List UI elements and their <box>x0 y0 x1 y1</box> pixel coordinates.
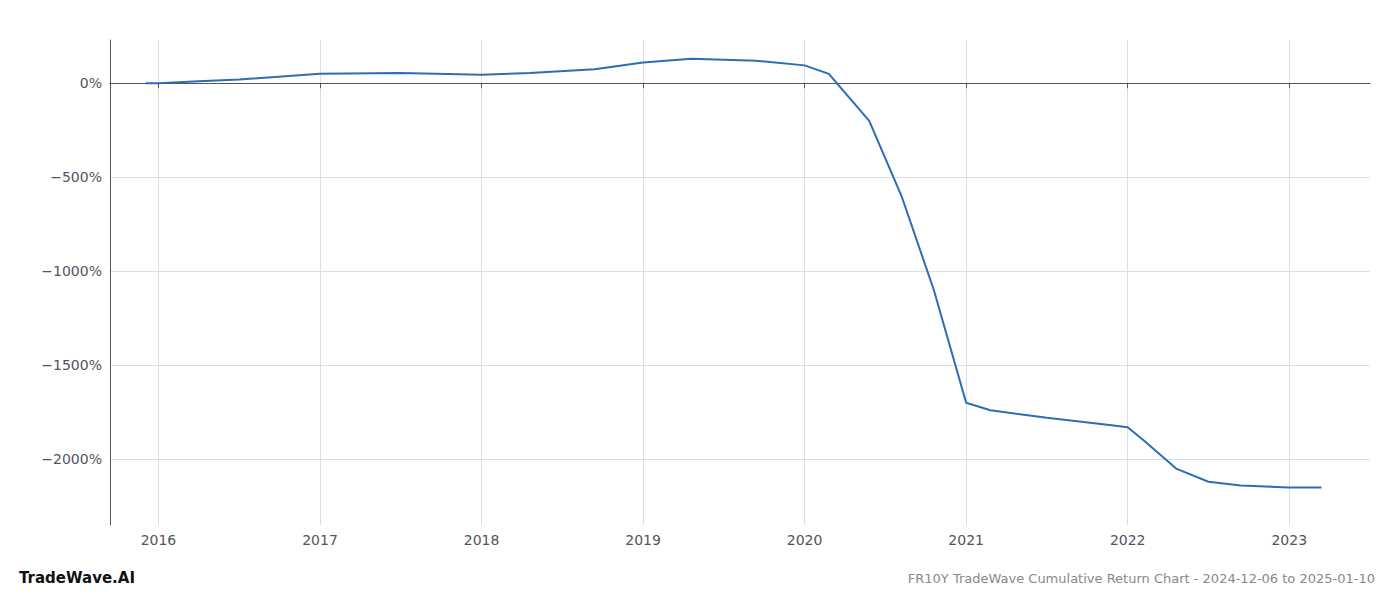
svg-text:2021: 2021 <box>948 532 984 548</box>
svg-text:2017: 2017 <box>302 532 338 548</box>
svg-text:2022: 2022 <box>1110 532 1146 548</box>
svg-text:0%: 0% <box>80 75 102 91</box>
svg-text:−500%: −500% <box>50 169 102 185</box>
svg-text:2023: 2023 <box>1271 532 1307 548</box>
svg-text:−1000%: −1000% <box>41 263 102 279</box>
svg-text:FR10Y TradeWave Cumulative Ret: FR10Y TradeWave Cumulative Return Chart … <box>908 571 1375 586</box>
svg-text:2019: 2019 <box>625 532 661 548</box>
svg-text:−2000%: −2000% <box>41 451 102 467</box>
svg-text:2018: 2018 <box>464 532 500 548</box>
svg-text:2020: 2020 <box>787 532 823 548</box>
svg-text:2016: 2016 <box>141 532 177 548</box>
svg-text:−1500%: −1500% <box>41 357 102 373</box>
svg-text:TradeWave.AI: TradeWave.AI <box>19 569 135 587</box>
